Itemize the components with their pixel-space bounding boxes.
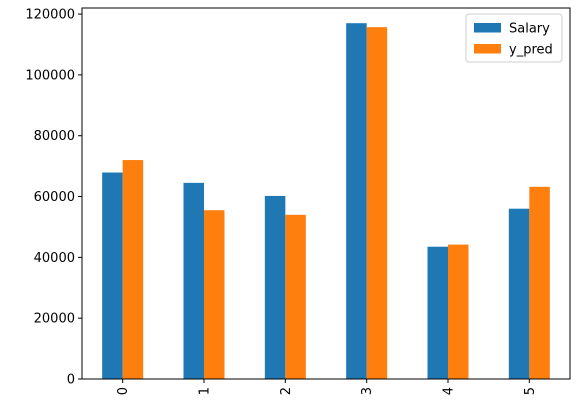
bars-layer (102, 23, 550, 379)
legend-swatch-salary (474, 23, 501, 33)
legend: Salary y_pred (465, 13, 563, 63)
bar-y-pred-0 (122, 160, 144, 379)
y-tick-label: 0 (67, 373, 75, 388)
y-tick-label: 40000 (34, 251, 75, 266)
bar-y-pred-2 (285, 214, 306, 379)
x-tick-label: 1 (198, 387, 213, 395)
bar-salary-3 (346, 23, 367, 379)
legend-swatch-y-pred (474, 44, 501, 54)
y-tick-label: 100000 (25, 68, 75, 83)
bar-y-pred-5 (529, 186, 550, 379)
y-tick-label: 80000 (34, 129, 75, 144)
legend-label-y-pred: y_pred (509, 43, 553, 58)
legend-label-salary: Salary (509, 22, 550, 37)
bar-salary-5 (508, 208, 530, 379)
y-tick-label: 20000 (34, 312, 75, 327)
axes-frame (81, 7, 571, 380)
bar-salary-2 (264, 195, 286, 379)
bar-salary-4 (427, 246, 448, 379)
axes-layer: 0 20000 40000 60000 80000 100000 120000 0 1 2 3 4 5 (25, 7, 571, 395)
bar-salary-0 (102, 172, 123, 379)
x-tick-label: 2 (279, 387, 294, 395)
x-tick-label: 0 (116, 387, 131, 395)
y-tick-label: 60000 (34, 190, 75, 205)
bar-y-pred-3 (366, 27, 388, 379)
bar-salary-1 (183, 182, 204, 379)
x-tick-label: 3 (360, 387, 375, 395)
bar-y-pred-4 (448, 244, 469, 379)
bar-y-pred-1 (204, 210, 225, 379)
x-tick-label: 4 (442, 387, 457, 395)
y-tick-label: 120000 (25, 8, 75, 23)
x-tick-label: 5 (523, 387, 538, 395)
